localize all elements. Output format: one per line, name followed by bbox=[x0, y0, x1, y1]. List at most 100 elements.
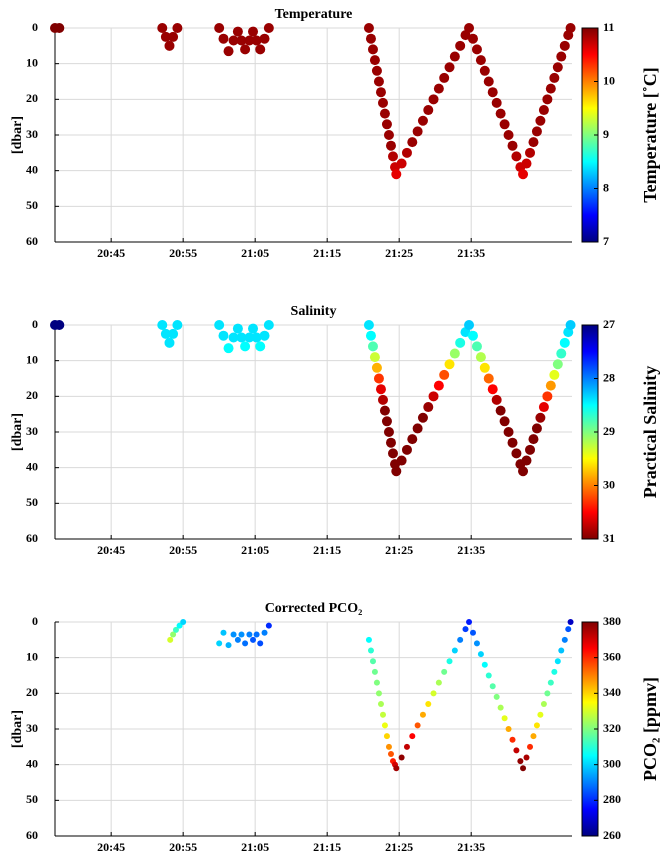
data-point bbox=[244, 35, 255, 46]
data-point bbox=[263, 320, 274, 330]
data-point bbox=[430, 690, 437, 697]
colorbar-tick-label: 10 bbox=[603, 73, 615, 87]
data-point bbox=[240, 341, 251, 352]
x-tick-label: 21:25 bbox=[385, 543, 413, 557]
data-point bbox=[475, 55, 486, 66]
data-point bbox=[417, 115, 428, 126]
data-point bbox=[535, 115, 546, 126]
data-point bbox=[228, 332, 239, 343]
data-point bbox=[559, 337, 570, 348]
data-point bbox=[464, 23, 475, 33]
data-point bbox=[491, 97, 502, 108]
data-point bbox=[230, 631, 237, 638]
data-point bbox=[466, 619, 473, 625]
data-point bbox=[483, 76, 494, 87]
data-point bbox=[242, 640, 249, 647]
data-point bbox=[439, 369, 450, 380]
data-point bbox=[479, 362, 490, 373]
data-point bbox=[518, 466, 529, 477]
data-point bbox=[387, 151, 398, 162]
colorbar-tick-label: 320 bbox=[603, 721, 621, 735]
data-point bbox=[412, 423, 423, 434]
data-point bbox=[367, 341, 378, 352]
x-tick-label: 21:05 bbox=[241, 543, 269, 557]
data-point bbox=[451, 647, 458, 654]
data-point bbox=[528, 137, 539, 148]
y-tick-label: 0 bbox=[32, 317, 38, 331]
data-point bbox=[369, 352, 380, 363]
data-point bbox=[495, 405, 506, 416]
chart-title: Temperature bbox=[275, 7, 353, 22]
data-point bbox=[393, 765, 400, 772]
data-point bbox=[409, 733, 416, 740]
x-tick-label: 21:15 bbox=[313, 840, 341, 854]
data-point bbox=[385, 140, 396, 151]
x-tick-label: 21:35 bbox=[457, 840, 485, 854]
data-point bbox=[369, 55, 380, 66]
y-tick-label: 10 bbox=[26, 55, 38, 69]
data-point bbox=[495, 108, 506, 119]
data-point bbox=[371, 65, 382, 76]
data-point bbox=[164, 337, 175, 348]
data-point bbox=[469, 629, 476, 636]
data-point bbox=[527, 743, 534, 750]
data-point bbox=[505, 726, 512, 732]
data-point bbox=[435, 679, 442, 686]
data-point bbox=[385, 437, 396, 448]
colorbar-tick-label: 29 bbox=[603, 424, 615, 438]
data-point bbox=[565, 626, 572, 633]
data-point bbox=[407, 434, 418, 445]
data-point bbox=[471, 341, 482, 352]
data-point bbox=[232, 323, 243, 334]
x-tick-label: 21:05 bbox=[241, 840, 269, 854]
data-point bbox=[518, 169, 529, 180]
y-tick-label: 0 bbox=[32, 20, 38, 34]
data-point bbox=[246, 631, 253, 638]
data-point bbox=[549, 369, 560, 380]
data-point bbox=[549, 72, 560, 83]
data-point bbox=[455, 40, 466, 51]
data-point bbox=[236, 332, 247, 343]
y-tick-label: 30 bbox=[26, 127, 38, 141]
data-point bbox=[561, 636, 568, 643]
data-point bbox=[483, 373, 494, 384]
data-point bbox=[556, 51, 567, 62]
data-point bbox=[244, 332, 255, 343]
data-point bbox=[467, 330, 478, 341]
data-point bbox=[255, 341, 266, 352]
y-tick-label: 50 bbox=[26, 495, 38, 509]
colorbar-tick-label: 31 bbox=[603, 531, 615, 545]
data-point bbox=[54, 320, 65, 330]
data-point bbox=[170, 631, 177, 638]
data-point bbox=[446, 658, 453, 665]
y-tick-label: 40 bbox=[26, 459, 38, 473]
data-point bbox=[363, 320, 374, 330]
data-point bbox=[414, 722, 421, 729]
data-point bbox=[157, 320, 168, 330]
data-point bbox=[401, 147, 412, 158]
data-point bbox=[530, 733, 537, 740]
data-point bbox=[223, 46, 234, 57]
data-point bbox=[501, 715, 508, 722]
chart-title: Corrected PCO₂ bbox=[265, 601, 363, 616]
data-point bbox=[255, 44, 266, 55]
data-point bbox=[407, 137, 418, 148]
y-axis-label: [dbar] bbox=[10, 116, 25, 154]
data-point bbox=[433, 83, 444, 94]
data-point bbox=[223, 343, 234, 354]
data-point bbox=[425, 701, 432, 708]
data-point bbox=[403, 743, 410, 750]
y-tick-label: 10 bbox=[26, 649, 38, 663]
data-point bbox=[379, 711, 386, 718]
x-tick-label: 20:55 bbox=[169, 840, 197, 854]
data-point bbox=[521, 455, 532, 466]
data-point bbox=[493, 693, 500, 700]
data-point bbox=[449, 348, 460, 359]
y-tick-label: 50 bbox=[26, 792, 38, 806]
colorbar-tick-label: 300 bbox=[603, 756, 621, 770]
data-point bbox=[172, 320, 183, 330]
data-point bbox=[225, 642, 232, 649]
x-tick-label: 21:15 bbox=[313, 246, 341, 260]
chart-title: Salinity bbox=[291, 304, 337, 319]
data-point bbox=[544, 690, 551, 697]
